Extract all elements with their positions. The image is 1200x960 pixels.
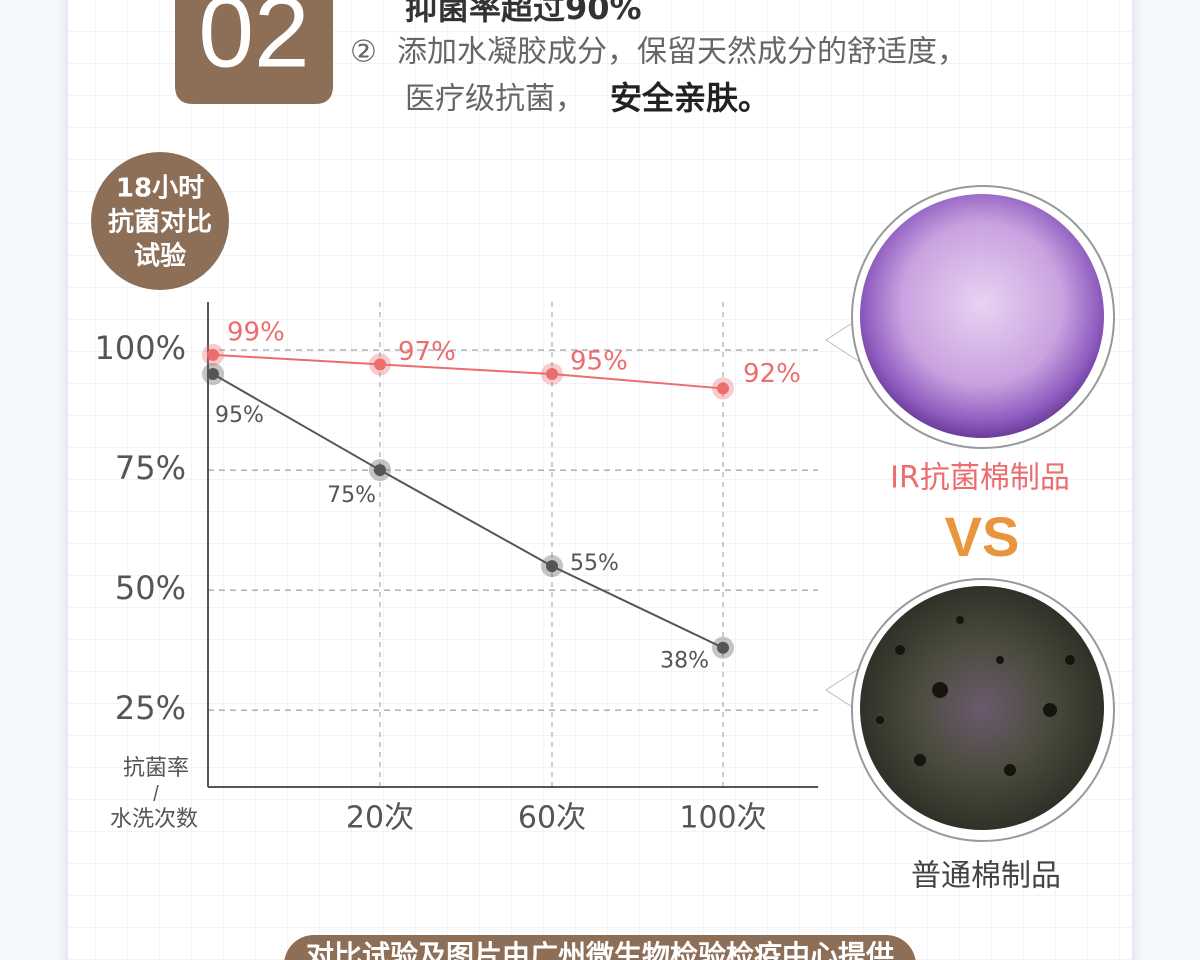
dish-plain xyxy=(860,586,1104,830)
y-tick-label: 75% xyxy=(115,449,186,487)
data-label: 55% xyxy=(570,551,619,576)
description-line: 医疗级抗菌， xyxy=(405,82,585,117)
data-label: 95% xyxy=(215,403,264,428)
x-tick-label: 100次 xyxy=(679,801,766,836)
data-label: 97% xyxy=(398,337,456,367)
series-line xyxy=(212,373,724,649)
y-tick-label: 50% xyxy=(115,569,186,607)
data-label: 92% xyxy=(743,359,801,389)
description-line: 添加水凝胶成分，保留天然成分的舒适度， xyxy=(397,35,967,70)
number-box xyxy=(175,0,333,104)
badge-text: 抗菌对比 xyxy=(108,207,212,238)
data-point xyxy=(717,382,729,395)
headline: 抑菌率超过90% xyxy=(405,0,642,27)
bacteria-spots xyxy=(876,616,1075,776)
data-point xyxy=(546,368,558,381)
data-label: 38% xyxy=(660,649,709,674)
x-tick-label: 20次 xyxy=(346,801,414,836)
data-point xyxy=(374,358,386,371)
footer-pill xyxy=(284,935,916,960)
data-point xyxy=(374,464,386,477)
section-number: 02 xyxy=(198,0,309,88)
description-emphasis: 安全亲肤。 xyxy=(610,79,770,117)
badge-text: 试验 xyxy=(134,241,186,272)
data-label: 75% xyxy=(327,483,376,508)
axis-label-slash xyxy=(153,784,159,802)
dish-ir xyxy=(860,194,1104,438)
badge xyxy=(91,152,229,290)
point-marker: ② xyxy=(350,35,377,70)
y-axis-label: 抗菌率 xyxy=(123,756,189,781)
series-line xyxy=(212,353,724,390)
x-tick-label: 60次 xyxy=(518,801,586,836)
badge-text: 18小时 xyxy=(116,174,204,204)
vs: VS xyxy=(945,505,1020,568)
data-point xyxy=(207,368,219,381)
series-label: 普通棉制品 xyxy=(911,859,1061,894)
y-tick-label: 25% xyxy=(115,689,186,727)
data-point xyxy=(207,348,219,361)
data-point xyxy=(546,560,558,573)
footer-note: 对比试验及图片由广州微生物检验检疫中心提供 xyxy=(306,939,894,960)
series-label: IR抗菌棉制品 xyxy=(890,461,1070,496)
data-label: 99% xyxy=(227,317,285,347)
data-point xyxy=(717,641,729,654)
x-axis-label: 水洗次数 xyxy=(110,807,198,832)
y-tick-label: 100% xyxy=(95,329,186,367)
data-label: 95% xyxy=(570,347,628,377)
